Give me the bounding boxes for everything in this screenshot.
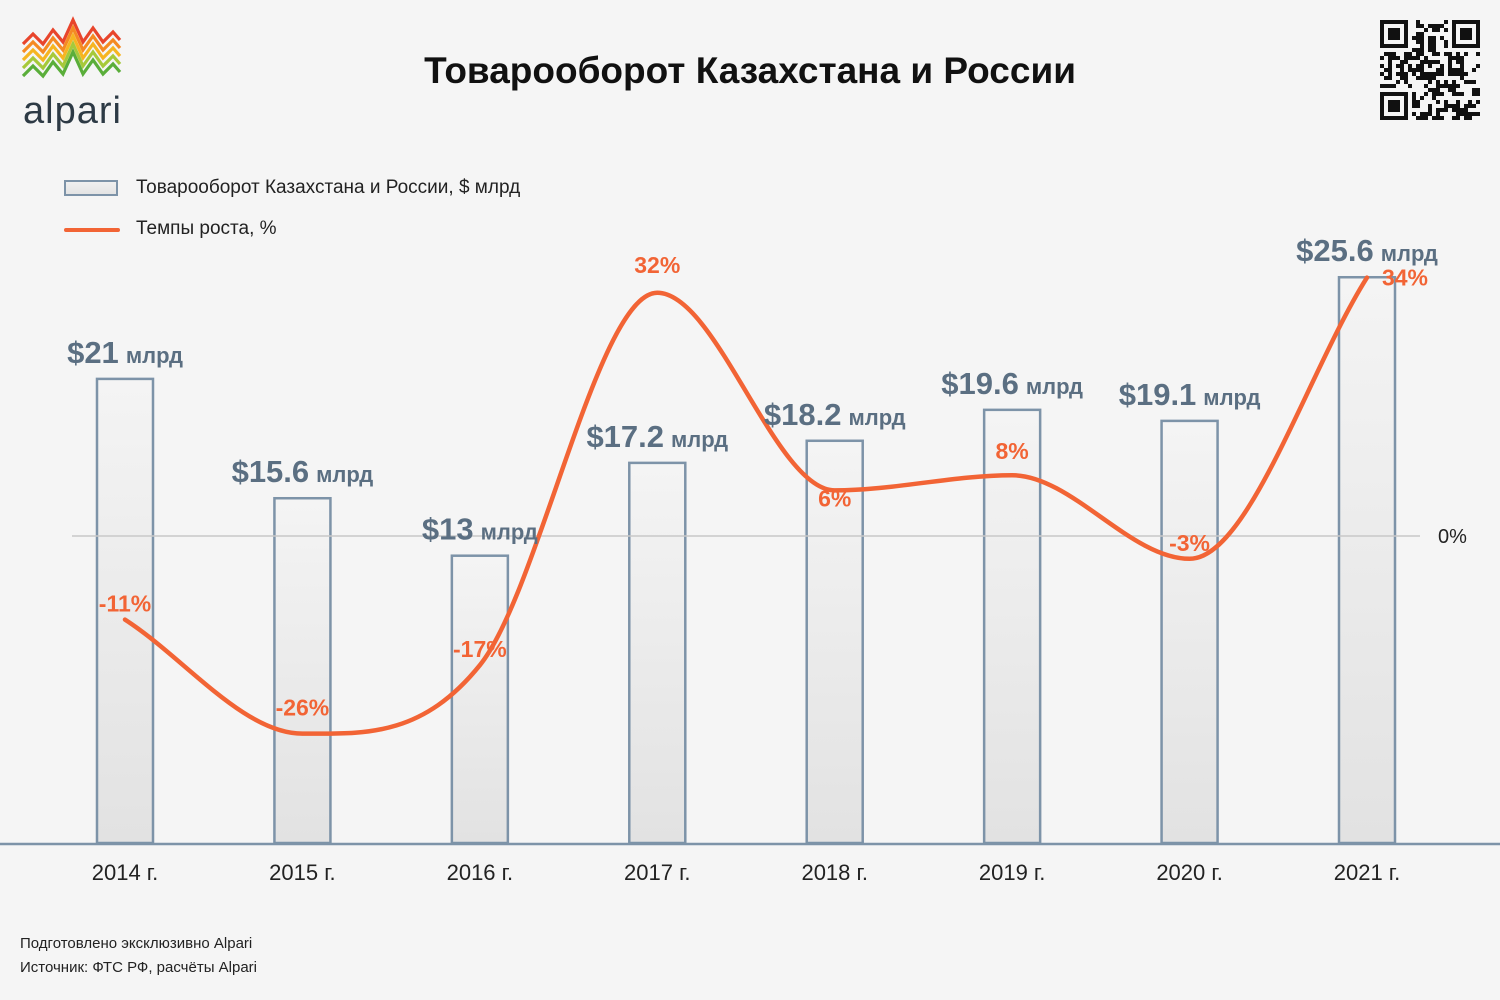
x-tick-label: 2014 г. xyxy=(92,860,159,885)
footer: Подготовлено эксклюзивно Alpari Источник… xyxy=(20,932,257,980)
growth-rate-label: 8% xyxy=(996,438,1029,464)
bar xyxy=(1337,275,1397,845)
bar xyxy=(982,408,1042,845)
legend-bar-swatch xyxy=(64,180,118,196)
brand-name: alpari xyxy=(23,90,122,132)
growth-rate-label: 32% xyxy=(634,252,680,278)
legend-line-label: Темпы роста, % xyxy=(136,218,277,239)
bar-value-label: $25.6 млрд xyxy=(1296,233,1438,268)
x-tick-label: 2017 г. xyxy=(624,860,691,885)
growth-rate-label: 34% xyxy=(1382,265,1428,291)
bar xyxy=(628,461,687,845)
qr-code-icon xyxy=(1380,20,1480,120)
bar-value-label: $21 млрд xyxy=(67,335,183,370)
growth-rate-label: 6% xyxy=(818,485,851,511)
growth-rate-label: -26% xyxy=(276,695,330,721)
x-tick-label: 2019 г. xyxy=(979,860,1046,885)
bar-value-label: $15.6 млрд xyxy=(232,454,374,489)
bar xyxy=(95,377,155,845)
alpari-logo: alpari xyxy=(18,14,128,132)
growth-rate-line xyxy=(122,275,1370,736)
bar xyxy=(450,554,510,845)
growth-rate-label: -3% xyxy=(1169,530,1210,556)
bar xyxy=(805,439,864,845)
x-tick-label: 2016 г. xyxy=(447,860,514,885)
bar-value-label: $17.2 млрд xyxy=(586,419,728,454)
bar xyxy=(273,496,332,845)
footer-source: Источник: ФТС РФ, расчёты Alpari xyxy=(20,959,258,976)
secondary-axis-tick: 0% xyxy=(1438,526,1467,548)
x-tick-label: 2020 г. xyxy=(1156,860,1223,885)
bar-value-label: $13 млрд xyxy=(422,512,538,547)
legend-bars-label: Товарооборот Казахстана и России, $ млрд xyxy=(136,177,521,198)
bar-value-label: $19.1 млрд xyxy=(1119,377,1261,412)
x-tick-label: 2015 г. xyxy=(269,860,336,885)
x-tick-label: 2018 г. xyxy=(801,860,868,885)
growth-rate-label: -11% xyxy=(99,591,151,617)
bar-value-label: $18.2 млрд xyxy=(764,397,906,432)
bar xyxy=(1160,419,1219,845)
legend-line-swatch xyxy=(64,228,120,232)
x-tick-label: 2021 г. xyxy=(1334,860,1401,885)
alpari-logo-mark-icon xyxy=(21,16,122,79)
footer-credit: Подготовлено эксклюзивно Alpari xyxy=(20,935,253,952)
bar-value-label: $19.6 млрд xyxy=(941,366,1083,401)
growth-rate-label: -17% xyxy=(453,636,507,662)
chart-title: Товарооборот Казахстана и России xyxy=(424,50,1076,91)
